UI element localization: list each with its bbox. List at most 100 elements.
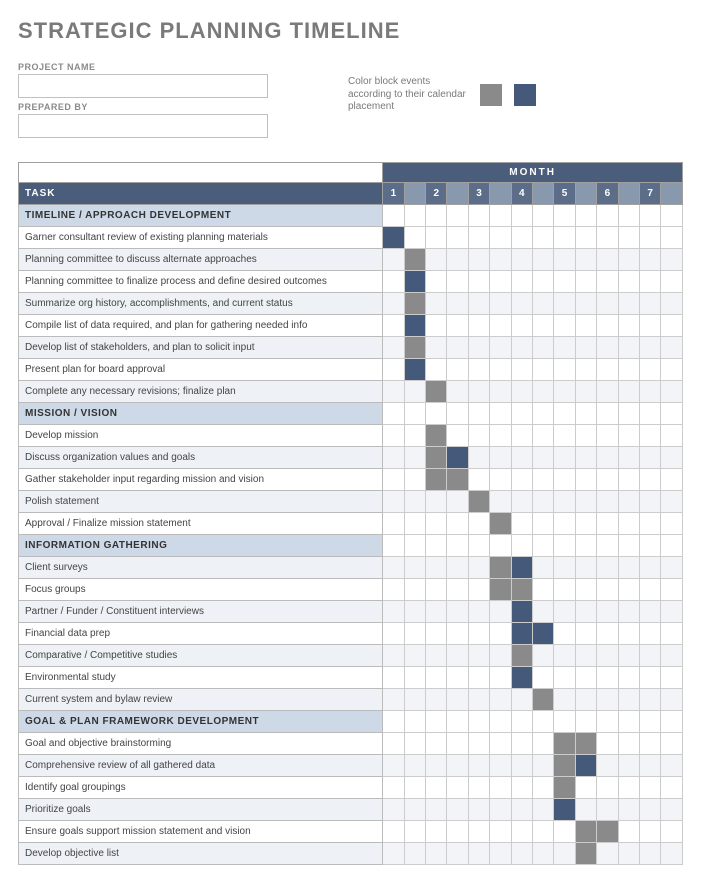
grid-cell[interactable] [383,623,404,645]
grid-cell[interactable] [532,755,553,777]
grid-cell[interactable] [511,777,532,799]
grid-cell[interactable] [575,601,596,623]
grid-cell[interactable] [404,689,425,711]
grid-cell[interactable] [490,777,511,799]
grid-cell[interactable] [554,359,575,381]
grid-cell[interactable] [597,425,618,447]
grid-cell[interactable] [426,843,447,865]
grid-cell[interactable] [597,821,618,843]
grid-cell[interactable] [490,447,511,469]
grid-cell[interactable] [468,755,489,777]
grid-cell[interactable] [404,469,425,491]
grid-cell[interactable] [511,491,532,513]
grid-cell[interactable] [575,777,596,799]
grid-cell[interactable] [575,447,596,469]
grid-cell[interactable] [447,557,468,579]
grid-cell[interactable] [404,755,425,777]
grid-cell[interactable] [661,601,683,623]
grid-cell[interactable] [639,601,660,623]
grid-cell[interactable] [490,381,511,403]
grid-cell[interactable] [468,227,489,249]
grid-cell[interactable] [661,689,683,711]
grid-cell[interactable] [426,821,447,843]
grid-cell[interactable] [426,491,447,513]
grid-cell[interactable] [639,271,660,293]
grid-cell[interactable] [490,293,511,315]
grid-cell[interactable] [383,777,404,799]
grid-cell[interactable] [511,381,532,403]
grid-cell[interactable] [532,227,553,249]
grid-cell[interactable] [575,513,596,535]
grid-cell[interactable] [468,667,489,689]
grid-cell[interactable] [661,623,683,645]
grid-cell[interactable] [575,227,596,249]
grid-cell[interactable] [618,601,639,623]
grid-cell[interactable] [575,359,596,381]
grid-cell[interactable] [618,469,639,491]
grid-cell[interactable] [404,557,425,579]
grid-cell[interactable] [639,337,660,359]
grid-cell[interactable] [597,601,618,623]
grid-cell[interactable] [490,733,511,755]
grid-cell[interactable] [490,645,511,667]
grid-cell[interactable] [618,249,639,271]
grid-cell[interactable] [554,777,575,799]
grid-cell[interactable] [618,271,639,293]
grid-cell[interactable] [468,843,489,865]
grid-cell[interactable] [490,601,511,623]
grid-cell[interactable] [618,491,639,513]
grid-cell[interactable] [532,315,553,337]
grid-cell[interactable] [447,447,468,469]
grid-cell[interactable] [597,557,618,579]
grid-cell[interactable] [554,447,575,469]
grid-cell[interactable] [511,843,532,865]
grid-cell[interactable] [426,425,447,447]
grid-cell[interactable] [575,337,596,359]
grid-cell[interactable] [639,579,660,601]
grid-cell[interactable] [661,271,683,293]
grid-cell[interactable] [639,359,660,381]
grid-cell[interactable] [490,271,511,293]
grid-cell[interactable] [404,359,425,381]
grid-cell[interactable] [404,623,425,645]
grid-cell[interactable] [554,579,575,601]
grid-cell[interactable] [383,579,404,601]
grid-cell[interactable] [468,293,489,315]
grid-cell[interactable] [618,359,639,381]
grid-cell[interactable] [661,579,683,601]
grid-cell[interactable] [383,821,404,843]
grid-cell[interactable] [597,667,618,689]
grid-cell[interactable] [511,513,532,535]
grid-cell[interactable] [404,667,425,689]
grid-cell[interactable] [661,381,683,403]
grid-cell[interactable] [426,337,447,359]
grid-cell[interactable] [447,645,468,667]
grid-cell[interactable] [639,381,660,403]
grid-cell[interactable] [554,623,575,645]
grid-cell[interactable] [597,777,618,799]
grid-cell[interactable] [575,755,596,777]
grid-cell[interactable] [404,337,425,359]
grid-cell[interactable] [490,227,511,249]
grid-cell[interactable] [532,271,553,293]
grid-cell[interactable] [490,755,511,777]
grid-cell[interactable] [575,469,596,491]
grid-cell[interactable] [383,337,404,359]
grid-cell[interactable] [661,469,683,491]
grid-cell[interactable] [575,293,596,315]
grid-cell[interactable] [554,315,575,337]
grid-cell[interactable] [426,359,447,381]
grid-cell[interactable] [426,271,447,293]
grid-cell[interactable] [447,799,468,821]
grid-cell[interactable] [597,733,618,755]
grid-cell[interactable] [447,821,468,843]
grid-cell[interactable] [404,293,425,315]
grid-cell[interactable] [383,689,404,711]
grid-cell[interactable] [511,733,532,755]
grid-cell[interactable] [468,249,489,271]
grid-cell[interactable] [618,557,639,579]
grid-cell[interactable] [383,315,404,337]
grid-cell[interactable] [468,447,489,469]
grid-cell[interactable] [575,381,596,403]
grid-cell[interactable] [618,645,639,667]
